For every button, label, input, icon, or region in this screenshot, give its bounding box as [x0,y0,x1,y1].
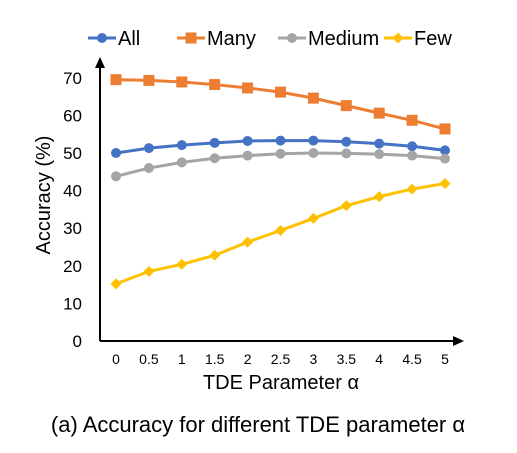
legend-marker [185,32,197,44]
data-point-few [209,249,221,261]
y-tick-label: 50 [63,144,82,163]
figure-caption: (a) Accuracy for different TDE parameter… [51,412,465,437]
legend-label: Many [207,28,256,50]
data-point-medium [308,148,319,158]
data-point-many [373,107,385,119]
data-point-all [407,141,418,152]
data-point-medium [341,148,352,159]
x-tick-label: 4.5 [402,351,422,367]
y-tick-label: 60 [63,106,82,125]
y-tick-label: 70 [63,69,82,88]
data-point-few [439,177,451,189]
legend-label: Few [414,28,452,50]
legend-label: Medium [308,28,379,50]
series-many [110,74,451,135]
data-point-medium [143,163,154,174]
data-point-all [143,143,154,154]
legend-marker [392,32,404,44]
x-axis-arrowhead [453,336,464,346]
series-all [111,135,450,158]
data-point-many [176,76,188,88]
data-point-all [275,135,286,146]
x-tick-label: 3.5 [337,351,357,367]
data-point-medium [176,157,187,168]
y-tick-label: 40 [63,182,82,201]
chart-legend: All Many Medium Few [88,28,452,50]
x-tick-label: 4 [375,351,383,367]
series-medium [111,148,450,182]
y-tick-label: 30 [63,219,82,238]
legend-item-many: Many [177,28,256,50]
data-point-all [242,135,253,146]
data-point-medium [242,150,253,161]
data-point-many [406,114,418,126]
series-layer [110,74,451,290]
data-point-many [307,92,319,104]
legend-label: All [118,28,140,50]
data-point-many [275,86,286,98]
series-few [110,177,451,290]
legend-item-few: Few [384,28,452,50]
data-point-few [143,265,155,277]
y-tick-label: 0 [73,332,82,351]
data-point-medium [374,149,385,160]
data-point-all [209,137,220,148]
x-tick-label: 2.5 [271,351,291,367]
data-point-few [307,212,319,224]
data-point-few [340,200,352,212]
y-axis-ticks: 0 10 20 30 40 50 60 70 [63,69,82,351]
x-axis-ticks: 0 0.5 1 1.5 2 2.5 3 3.5 4 4.5 5 [112,351,449,367]
data-point-all [374,138,385,149]
legend-marker [97,33,107,43]
x-tick-label: 0 [112,351,120,367]
data-point-many [340,100,352,112]
y-tick-label: 20 [63,257,82,276]
data-point-many [439,123,451,135]
data-point-few [242,236,254,248]
data-point-many [110,74,122,86]
x-tick-label: 5 [441,351,449,367]
data-point-medium [440,153,450,164]
data-point-many [143,74,155,86]
data-point-few [110,278,122,290]
x-tick-label: 1.5 [205,351,225,367]
data-point-medium [407,150,418,161]
data-point-medium [209,153,220,164]
data-point-many [209,79,221,91]
data-point-few [275,224,286,236]
data-point-few [176,258,188,270]
legend-item-medium: Medium [278,28,379,50]
x-tick-label: 0.5 [139,351,159,367]
data-point-few [406,183,418,195]
legend-item-all: All [88,28,140,50]
data-point-medium [111,171,121,182]
data-point-all [111,148,121,158]
x-tick-label: 2 [244,351,252,367]
y-axis-title: Accuracy (%) [33,136,55,255]
data-point-all [176,140,187,151]
data-point-all [440,145,450,156]
data-point-few [373,191,385,203]
data-point-all [341,136,352,147]
x-tick-label: 1 [178,351,186,367]
data-point-medium [275,148,286,159]
data-point-many [242,82,254,94]
data-point-all [308,135,319,146]
x-axis-title: TDE Parameter α [203,372,359,394]
x-tick-label: 3 [310,351,318,367]
y-axis-arrowhead [95,57,105,68]
y-tick-label: 10 [63,294,82,313]
legend-marker [287,33,297,43]
